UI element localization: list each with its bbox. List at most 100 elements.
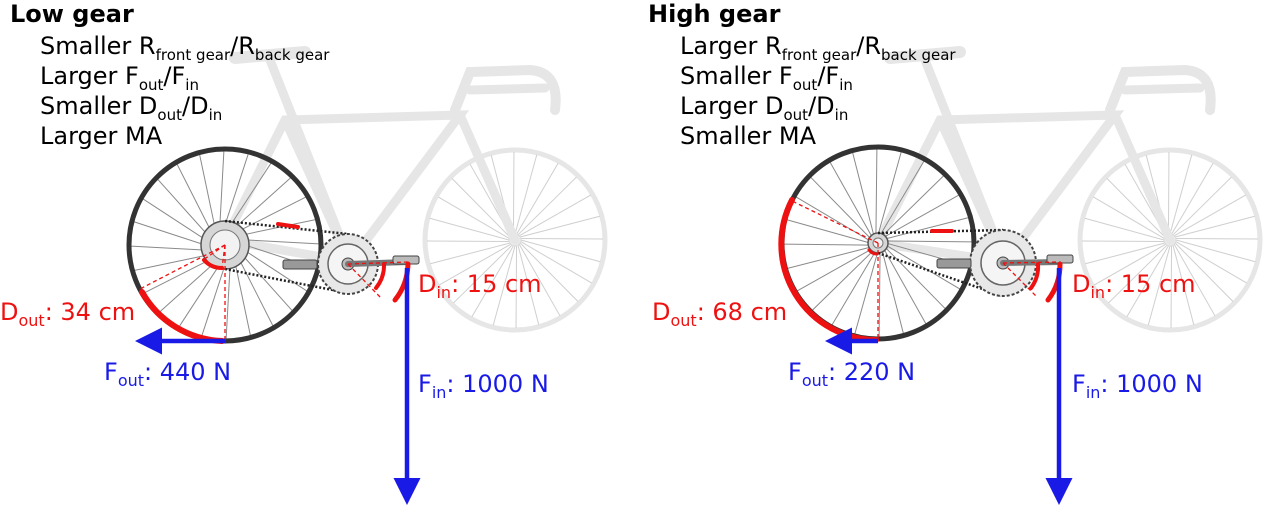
wheel-spoke (516, 163, 559, 235)
high-f-out-label: Fout: 220 N (788, 358, 915, 390)
wheel-spoke (831, 250, 877, 326)
wheel-spoke (143, 258, 212, 294)
wheel-spoke (515, 245, 518, 328)
wheel-spoke (1082, 240, 1165, 243)
high-ratio-line-2: Smaller Fout/Fin (680, 62, 853, 94)
wheel-spoke (518, 243, 561, 316)
wheel-spoke (1094, 243, 1167, 286)
wheel-spoke (520, 237, 603, 240)
wheel-spoke (1175, 237, 1258, 240)
wheel-spoke (879, 160, 925, 236)
wheel-spoke (427, 240, 510, 243)
low-d-in-label: Din: 15 cm (418, 270, 542, 302)
wheel-spoke (178, 264, 221, 328)
high-gear-panel: High gear Larger Rfront gear/Rback gear … (648, 0, 1263, 505)
low-ratio-line-2: Larger Fout/Fin (40, 62, 199, 94)
wheel-spoke (1169, 154, 1193, 235)
wheel-spoke (1147, 245, 1171, 326)
wheel-spoke (1172, 176, 1232, 236)
wheel-spoke (158, 261, 216, 313)
wheel-spoke (1172, 245, 1195, 325)
wheel-spoke (1175, 215, 1255, 238)
high-ratio-line-1: Larger Rfront gear/Rback gear (680, 32, 956, 64)
wheel-spoke (1167, 152, 1170, 235)
wheel-spoke (520, 239, 601, 263)
wheel-spoke (224, 153, 249, 226)
wheel-spoke (514, 154, 538, 235)
wheel-spoke (438, 196, 510, 239)
wheel-spoke (829, 161, 873, 238)
high-ratio-line-3: Larger Dout/Din (680, 92, 848, 124)
wheel-spoke (1171, 163, 1214, 235)
wheel-spoke (430, 242, 510, 265)
wheel-spoke (885, 244, 961, 290)
wheel-spoke (519, 242, 579, 302)
wheel-spoke (852, 152, 875, 237)
wheel-spoke (242, 219, 316, 236)
wheel-spoke (796, 248, 873, 292)
wheel-spoke (234, 262, 251, 336)
wheel-spoke (883, 248, 927, 325)
wheel-spoke (884, 246, 946, 310)
wheel-spoke (439, 243, 512, 286)
wheel-spoke (881, 249, 904, 334)
wheel-spoke (451, 178, 511, 238)
high-f-in-label: Fin: 1000 N (1072, 370, 1203, 402)
low-gear-panel: Low gear Smaller Rfront gear/Rback gear … (0, 0, 608, 505)
low-d-out-label: Dout: 34 cm (0, 298, 135, 330)
wheel-spoke (241, 254, 293, 312)
wheel-spoke (517, 176, 577, 236)
wheel-spoke (884, 217, 969, 240)
low-ratio-line-4: Larger MA (40, 122, 163, 150)
high-d-out-label: Dout: 68 cm (652, 298, 787, 330)
wheel-spoke (201, 264, 226, 337)
wheel-spoke (1173, 194, 1246, 237)
wheel-spoke (429, 217, 510, 241)
wheel-spoke (1106, 178, 1166, 238)
low-bike-frame (220, 46, 608, 333)
wheel-spoke (229, 162, 272, 226)
wheel-spoke (885, 240, 972, 243)
wheel-spoke (784, 243, 871, 246)
wheel-spoke (142, 198, 206, 241)
low-gear-title: Low gear (10, 0, 134, 28)
wheel-spoke (883, 194, 960, 238)
wheel-spoke (787, 246, 872, 269)
low-ratio-line-3: Smaller Dout/Din (40, 92, 222, 124)
wheel-spoke (471, 245, 514, 317)
wheel-spoke (225, 264, 231, 340)
wheel-spoke (453, 244, 513, 304)
wheel-spoke (877, 151, 902, 236)
wheel-spoke (1108, 244, 1168, 304)
high-bike-frame (873, 46, 1263, 333)
wheel-spoke (492, 245, 516, 326)
wheel-spoke (878, 250, 881, 337)
wheel-spoke (518, 194, 591, 237)
wheel-spoke (234, 177, 292, 229)
wheel-spoke (1126, 245, 1169, 317)
wheel-spoke (520, 215, 600, 238)
wheel-spoke (1174, 242, 1234, 302)
wheel-spoke (1170, 245, 1173, 328)
high-d-in-label: Din: 15 cm (1072, 270, 1196, 302)
wheel-spoke (1175, 241, 1247, 284)
wheel-spoke (811, 249, 875, 311)
wheel-spoke (130, 245, 206, 251)
wheel-spoke (1085, 242, 1165, 265)
wheel-spoke (1173, 243, 1216, 316)
high-ratio-line-4: Smaller MA (680, 122, 817, 150)
wheel-spoke (157, 178, 209, 236)
high-gear-title: High gear (648, 0, 781, 28)
wheel-spoke (1084, 217, 1165, 241)
wheel-spoke (512, 152, 515, 235)
wheel-spoke (133, 221, 206, 246)
wheel-spoke (854, 250, 879, 335)
low-f-out-label: Fout: 440 N (104, 358, 231, 390)
low-f-in-label: Fin: 1000 N (418, 370, 549, 402)
wheel-spoke (238, 196, 307, 232)
wheel-spoke (1093, 196, 1165, 239)
high-front-wheel-spokes (1082, 152, 1258, 328)
wheel-spoke (795, 196, 871, 242)
wheel-spoke (176, 163, 212, 232)
wheel-spoke (199, 154, 216, 228)
